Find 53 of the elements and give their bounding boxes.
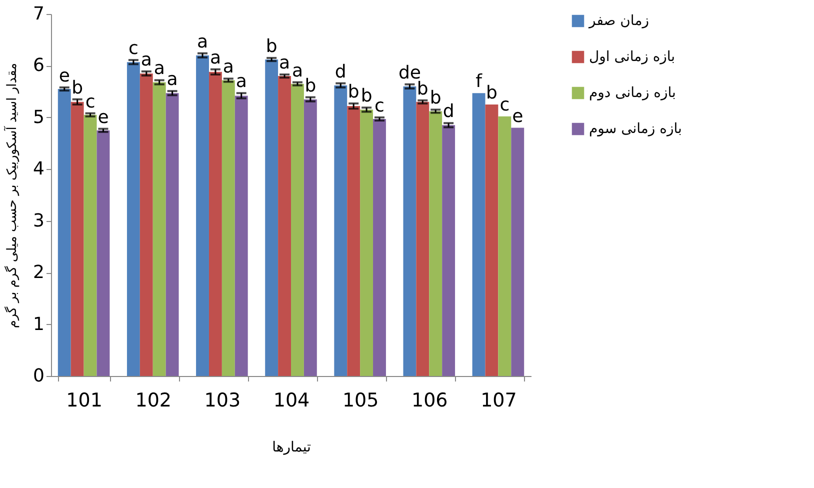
x-axis-title: تیمارها <box>272 440 312 456</box>
y-tick-label: 5 <box>33 106 44 128</box>
data-label: b <box>304 75 316 96</box>
data-label: a <box>222 56 234 78</box>
bar <box>347 106 360 376</box>
legend-label: بازه زمانی سوم <box>589 121 682 137</box>
data-label: c <box>374 95 384 116</box>
data-label: a <box>196 31 208 52</box>
data-label: a <box>210 47 221 68</box>
bar <box>498 116 512 376</box>
data-label: f <box>476 71 483 92</box>
bar <box>472 93 486 376</box>
data-label: d <box>334 61 346 82</box>
legend-label: زمان صفر <box>588 13 649 29</box>
data-label: e <box>58 65 70 86</box>
x-tick-label: 102 <box>135 390 172 412</box>
data-label: a <box>154 58 165 80</box>
y-tick-label: 7 <box>33 4 44 24</box>
data-label: c <box>85 91 96 112</box>
data-label: b <box>266 36 278 57</box>
data-label: a <box>166 69 178 90</box>
legend-label: بازه زمانی دوم <box>589 85 676 101</box>
data-label: b <box>72 77 84 98</box>
y-tick-label: 1 <box>33 314 44 335</box>
x-tick-label: 106 <box>411 390 448 412</box>
data-label: c <box>500 94 510 116</box>
y-tick-label: 4 <box>33 158 44 180</box>
x-tick-label: 105 <box>342 390 379 412</box>
bar <box>511 128 524 376</box>
x-tick-label: 104 <box>273 390 310 412</box>
data-label: a <box>140 49 152 70</box>
y-tick-label: 3 <box>33 210 44 232</box>
data-label: b <box>486 82 498 104</box>
data-label: c <box>128 38 138 60</box>
y-axis-title: مقدار اسید آسکوربیک بر حسب میلی گرم بر گرم <box>3 62 20 328</box>
data-label: b <box>430 88 442 109</box>
data-label: a <box>279 52 290 74</box>
data-label: b <box>348 81 360 102</box>
data-label: b <box>360 86 372 107</box>
x-tick-label: 107 <box>480 390 517 412</box>
data-label: d <box>442 101 454 122</box>
y-tick-label: 2 <box>33 262 44 284</box>
data-label: a <box>292 60 303 82</box>
x-tick-label: 101 <box>66 390 102 412</box>
data-label: a <box>236 71 247 92</box>
y-tick-label: 0 <box>33 366 44 386</box>
data-label: e <box>98 106 109 128</box>
x-tick-label: 103 <box>204 390 241 412</box>
data-label: e <box>512 106 524 127</box>
legend-label: بازه زمانی اول <box>589 49 676 65</box>
y-tick-label: 6 <box>33 55 44 76</box>
data-label: b <box>416 78 428 100</box>
bar <box>485 104 498 376</box>
